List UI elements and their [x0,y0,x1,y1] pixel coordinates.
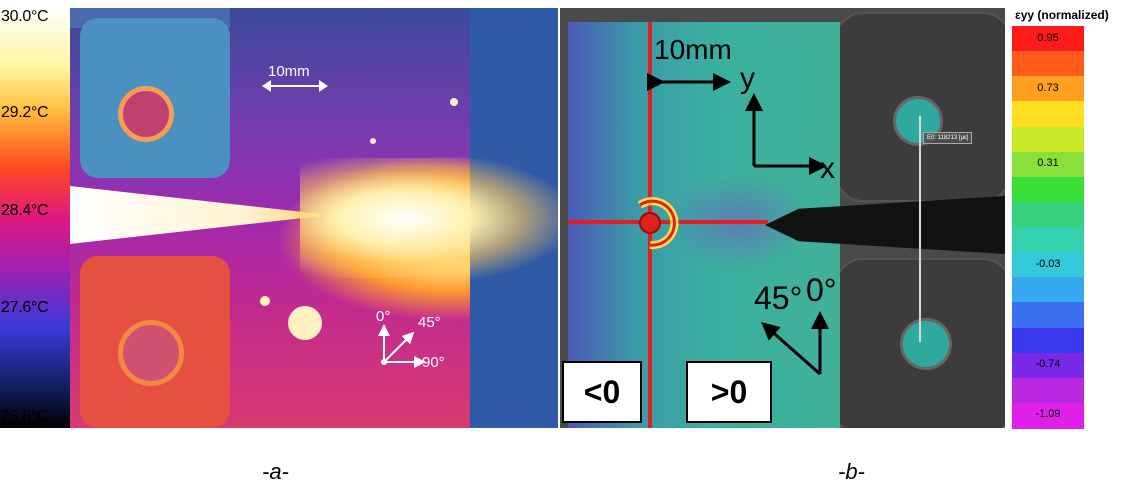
colorbar-segment [1012,151,1084,178]
colorbar-segment [1012,26,1084,52]
rotation-marker [637,197,679,250]
strain-colorbar-title: εyy (normalized) [1015,8,1109,22]
colorbar-label: -0.03 [1035,257,1061,270]
angle-arrows-b [761,311,829,376]
angle-label-0-b: 0° [806,272,837,308]
extensometer-line [919,116,921,342]
extensometer-tag: E0: 118213 [µε] [923,132,973,144]
scale-bar-b-label: 10mm [654,34,732,65]
angle-label-45: 45° [418,314,441,331]
scale-bar-a-label: 10mm [268,63,310,80]
temperature-label-min: 26.8°C [1,408,49,425]
colorbar-segment [1012,51,1084,77]
angle-label-45-b: 45° [754,280,803,316]
colorbar-segment [1012,227,1084,253]
xy-axes [745,93,827,175]
lower-pin-hole-b [900,318,952,370]
temperature-label-max: 30.0°C [1,8,49,25]
scale-bar-b [647,73,731,91]
negative-region-label: <0 [562,361,642,423]
positive-region-label: >0 [686,361,772,423]
panel-a-caption: -a- [262,459,289,484]
y-axis-label: y [740,62,755,95]
colorbar-label: 0.95 [1037,31,1059,44]
colorbar-segment [1012,201,1084,228]
colorbar-label: 0.73 [1037,81,1059,94]
strain-map-panel: E0: 118213 [µε] 10mm y x 45° 0° <0 >0 [560,8,1005,428]
colorbar-segment [1012,402,1084,429]
angle-label-90: 90° [422,354,445,371]
colorbar-segment [1012,176,1084,203]
colorbar-segment [1012,101,1084,127]
colorbar-segment [1012,252,1084,278]
colorbar-segment [1012,126,1084,153]
colorbar-segment [1012,352,1084,379]
temperature-label-4: 27.6°C [1,299,49,316]
upper-pin-hole [118,86,174,142]
colorbar-segment [1012,302,1084,328]
colorbar-label: -1.09 [1035,408,1061,421]
orientation-arrows-a [378,324,426,368]
lower-pin-hole [118,320,184,386]
colorbar-segment [1012,377,1084,404]
temperature-label-2: 29.2°C [1,104,49,121]
strain-colorbar: 0.95 0.73 0.31 -0.03 -0.74 -1.09 [1012,26,1084,429]
crack-heat-zone [300,158,558,278]
colorbar-label: 0.31 [1037,157,1059,170]
colorbar-label: -0.74 [1035,358,1061,371]
colorbar-segment [1012,277,1084,303]
colorbar-segment [1012,76,1084,102]
x-axis-label: x [820,152,835,185]
temperature-label-3: 28.4°C [1,202,49,219]
angle-label-0: 0° [376,308,391,325]
panel-b-caption: -b- [838,459,865,484]
thermal-image-panel: 30.0°C 29.2°C 28.4°C 27.6°C 26.8°C 10mm … [0,8,558,428]
horizontal-red-line [568,220,768,224]
scale-bar-a [262,80,328,92]
colorbar-segment [1012,327,1084,354]
temperature-color-scale [0,8,70,428]
